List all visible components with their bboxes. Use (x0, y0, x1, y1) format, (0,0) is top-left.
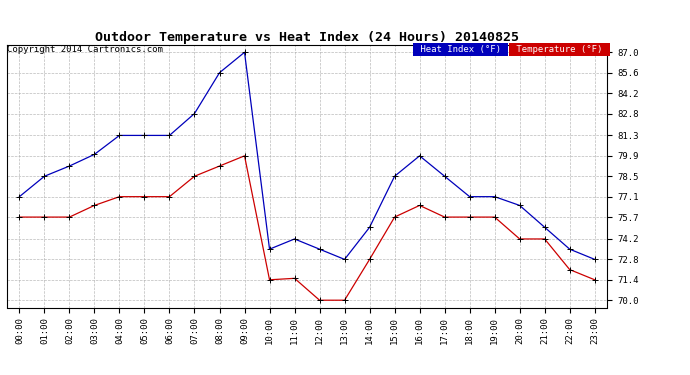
Text: Copyright 2014 Cartronics.com: Copyright 2014 Cartronics.com (7, 45, 163, 54)
Text: Heat Index (°F): Heat Index (°F) (415, 45, 506, 54)
Title: Outdoor Temperature vs Heat Index (24 Hours) 20140825: Outdoor Temperature vs Heat Index (24 Ho… (95, 31, 519, 44)
Text: Temperature (°F): Temperature (°F) (511, 45, 608, 54)
